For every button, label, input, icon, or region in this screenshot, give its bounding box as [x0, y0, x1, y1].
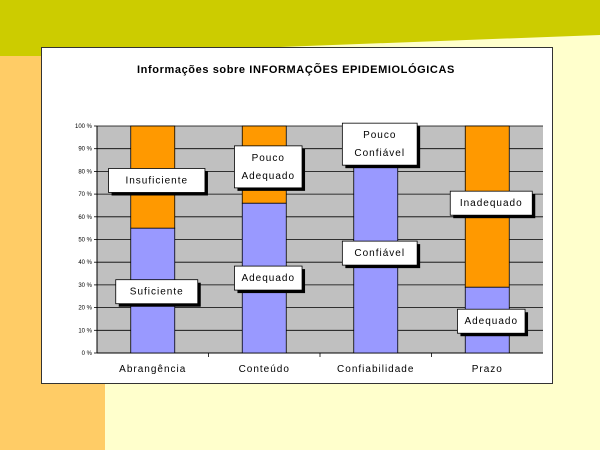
chart-title: Informações sobre INFORMAÇÕES EPIDEMIOLÓ… — [137, 63, 455, 76]
callout-label: Adequado — [464, 316, 518, 327]
callout-label: Adequado — [241, 273, 295, 284]
y-tick-label: 60 % — [78, 215, 92, 221]
callout-box — [341, 122, 418, 166]
callout-label: Adequado — [241, 171, 295, 182]
callout-label: Confiável — [354, 248, 405, 259]
callout-box — [449, 190, 533, 216]
y-tick-label: 100 % — [75, 124, 93, 130]
y-tick-label: 40 % — [78, 260, 92, 266]
y-tick-label: 10 % — [78, 328, 92, 334]
callout-box — [341, 240, 418, 266]
callout-box — [457, 308, 526, 334]
y-tick-label: 80 % — [78, 169, 92, 175]
y-tick-label: 90 % — [78, 147, 92, 153]
x-tick-label: Abrangência — [119, 364, 186, 375]
y-tick-label: 50 % — [78, 238, 92, 244]
callout-label: Inadequado — [460, 198, 523, 209]
callout-box — [115, 279, 199, 305]
top-accent-band — [0, 0, 600, 56]
callout-label: Suficiente — [130, 287, 184, 298]
x-tick-label: Conteúdo — [239, 364, 290, 375]
callout-label: Insuficiente — [125, 175, 188, 186]
y-tick-label: 30 % — [78, 283, 92, 289]
callout-box — [108, 168, 206, 193]
y-tick-label: 20 % — [78, 306, 92, 312]
y-tick-label: 0 % — [82, 351, 93, 357]
callout-label: Pouco — [252, 153, 285, 164]
x-tick-label: Confiabilidade — [337, 364, 414, 375]
y-tick-label: 70 % — [78, 192, 92, 198]
callout-label: Pouco — [363, 130, 396, 141]
callout-label: Confiável — [354, 148, 405, 159]
x-tick-label: Prazo — [472, 364, 503, 375]
callout-box — [234, 145, 303, 189]
callout-box — [234, 265, 303, 291]
